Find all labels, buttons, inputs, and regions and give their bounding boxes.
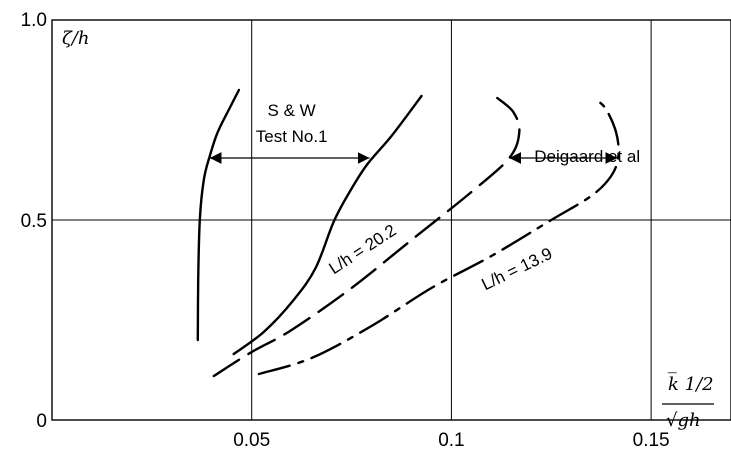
x-tick-label-2: 0.15	[633, 430, 670, 450]
y-axis-label: ζ/h	[62, 28, 89, 49]
y-tick-label-0: 0	[36, 411, 47, 432]
series-curve-0	[196, 88, 241, 342]
x-tick-label-0: 0.05	[233, 430, 270, 450]
x-tick-label-1: 0.1	[438, 430, 464, 450]
plot-frame	[51, 19, 731, 421]
annotation-3: L/h = 20.2	[325, 221, 399, 278]
series-curve-1	[232, 94, 423, 356]
annotations: S & W Test No.1 Deigaard et al L/h = 20.2 L/…	[256, 101, 640, 297]
series-curve-3	[257, 96, 620, 376]
annotation-0: S & W	[268, 101, 316, 120]
series	[196, 88, 620, 378]
x-axis-label-denominator: √gh	[666, 410, 701, 431]
grid	[52, 20, 731, 420]
y-tick-label-1: 0.5	[21, 211, 47, 232]
x-axis-label-numerator: k̅ 1/2	[668, 372, 714, 395]
y-tick-label-2: 1.0	[21, 10, 47, 31]
annotation-4: L/h = 13.9	[479, 244, 556, 294]
annotation-2: Deigaard et al	[534, 147, 640, 166]
x-axis-label: k̅ 1/2 √gh	[662, 372, 714, 431]
tick-labels: 0.05 0.1 0.15 0 0.5 1.0	[21, 10, 670, 450]
series-curve-2	[212, 96, 521, 378]
annotation-1: Test No.1	[256, 127, 328, 146]
